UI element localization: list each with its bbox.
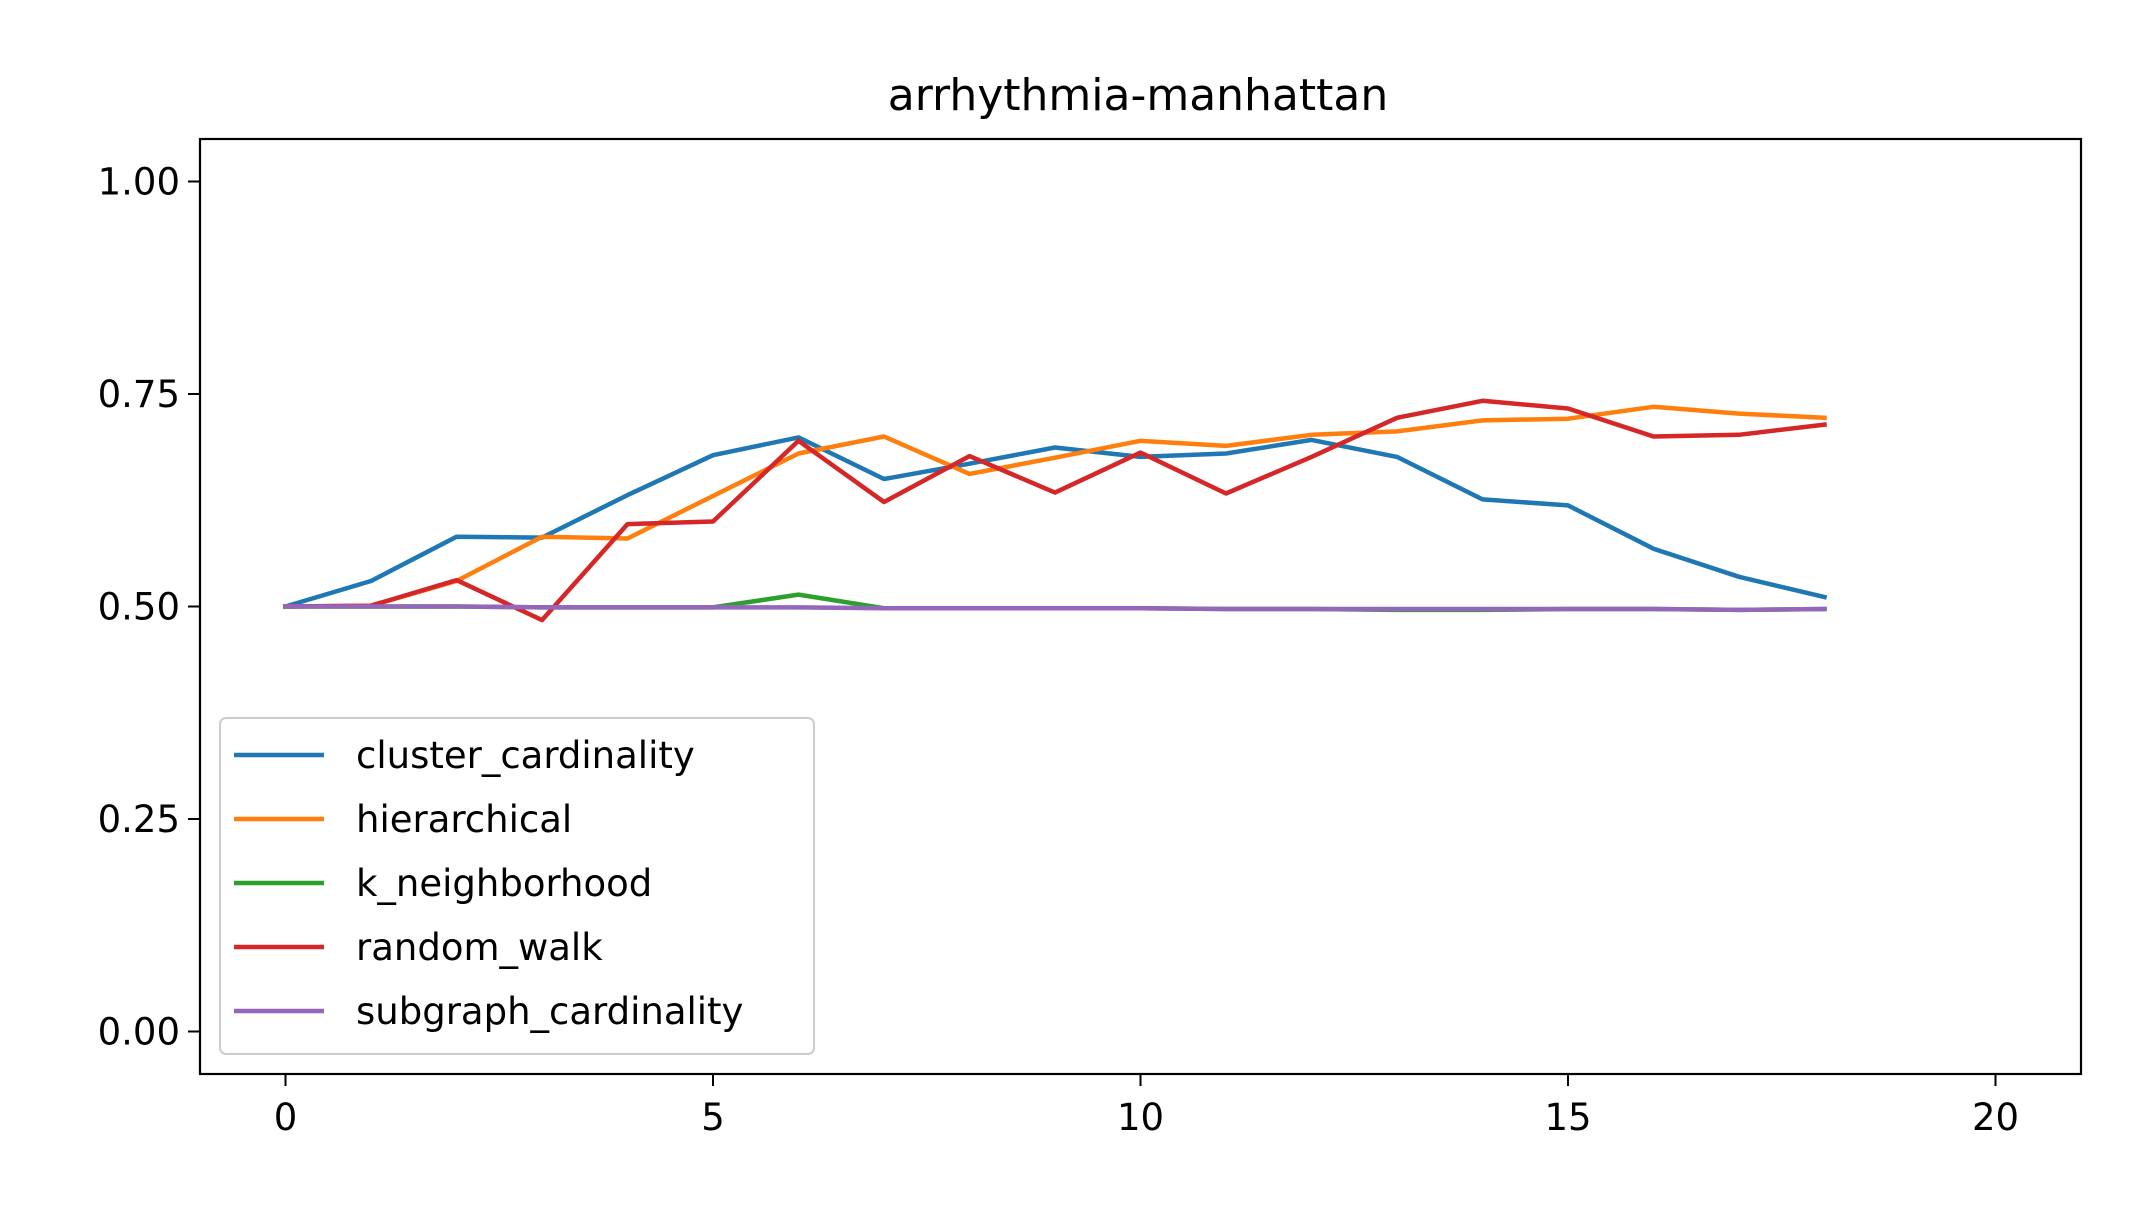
y-tick-label: 0.25 [98,798,180,841]
plot-frame [198,137,2083,1076]
chart-title: arrhythmia-manhattan [888,70,1389,121]
y-tick-label: 0.50 [98,586,180,629]
series-layer [282,398,1828,623]
y-tick-label: 1.00 [98,161,180,204]
legend-label-random-walk: random_walk [356,926,603,969]
x-tick-label: 15 [1544,1096,1591,1139]
legend-box [219,717,815,1055]
legend: cluster_cardinality hierarchical k_neighbo… [219,717,815,1055]
series-line-random-walk [283,398,1828,623]
series-line-hierarchical [283,404,1827,609]
x-tick-label: 20 [1972,1096,2019,1139]
legend-label-cluster-cardinality: cluster_cardinality [356,734,695,777]
legend-label-subgraph-cardinality: subgraph_cardinality [356,990,743,1033]
y-axis: 0.00 0.25 0.50 0.75 1.00 [98,161,200,1054]
x-tick-label: 0 [274,1096,298,1139]
x-tick-label: 10 [1117,1096,1164,1139]
series-line-subgraph-cardinality [283,604,1827,613]
legend-label-k-neighborhood: k_neighborhood [356,862,652,905]
legend-label-hierarchical: hierarchical [356,798,572,841]
y-tick-label: 0.00 [98,1011,180,1054]
x-tick-label: 5 [701,1096,725,1139]
y-tick-label: 0.75 [98,373,180,416]
x-axis: 0 5 10 15 20 [274,1074,2019,1139]
